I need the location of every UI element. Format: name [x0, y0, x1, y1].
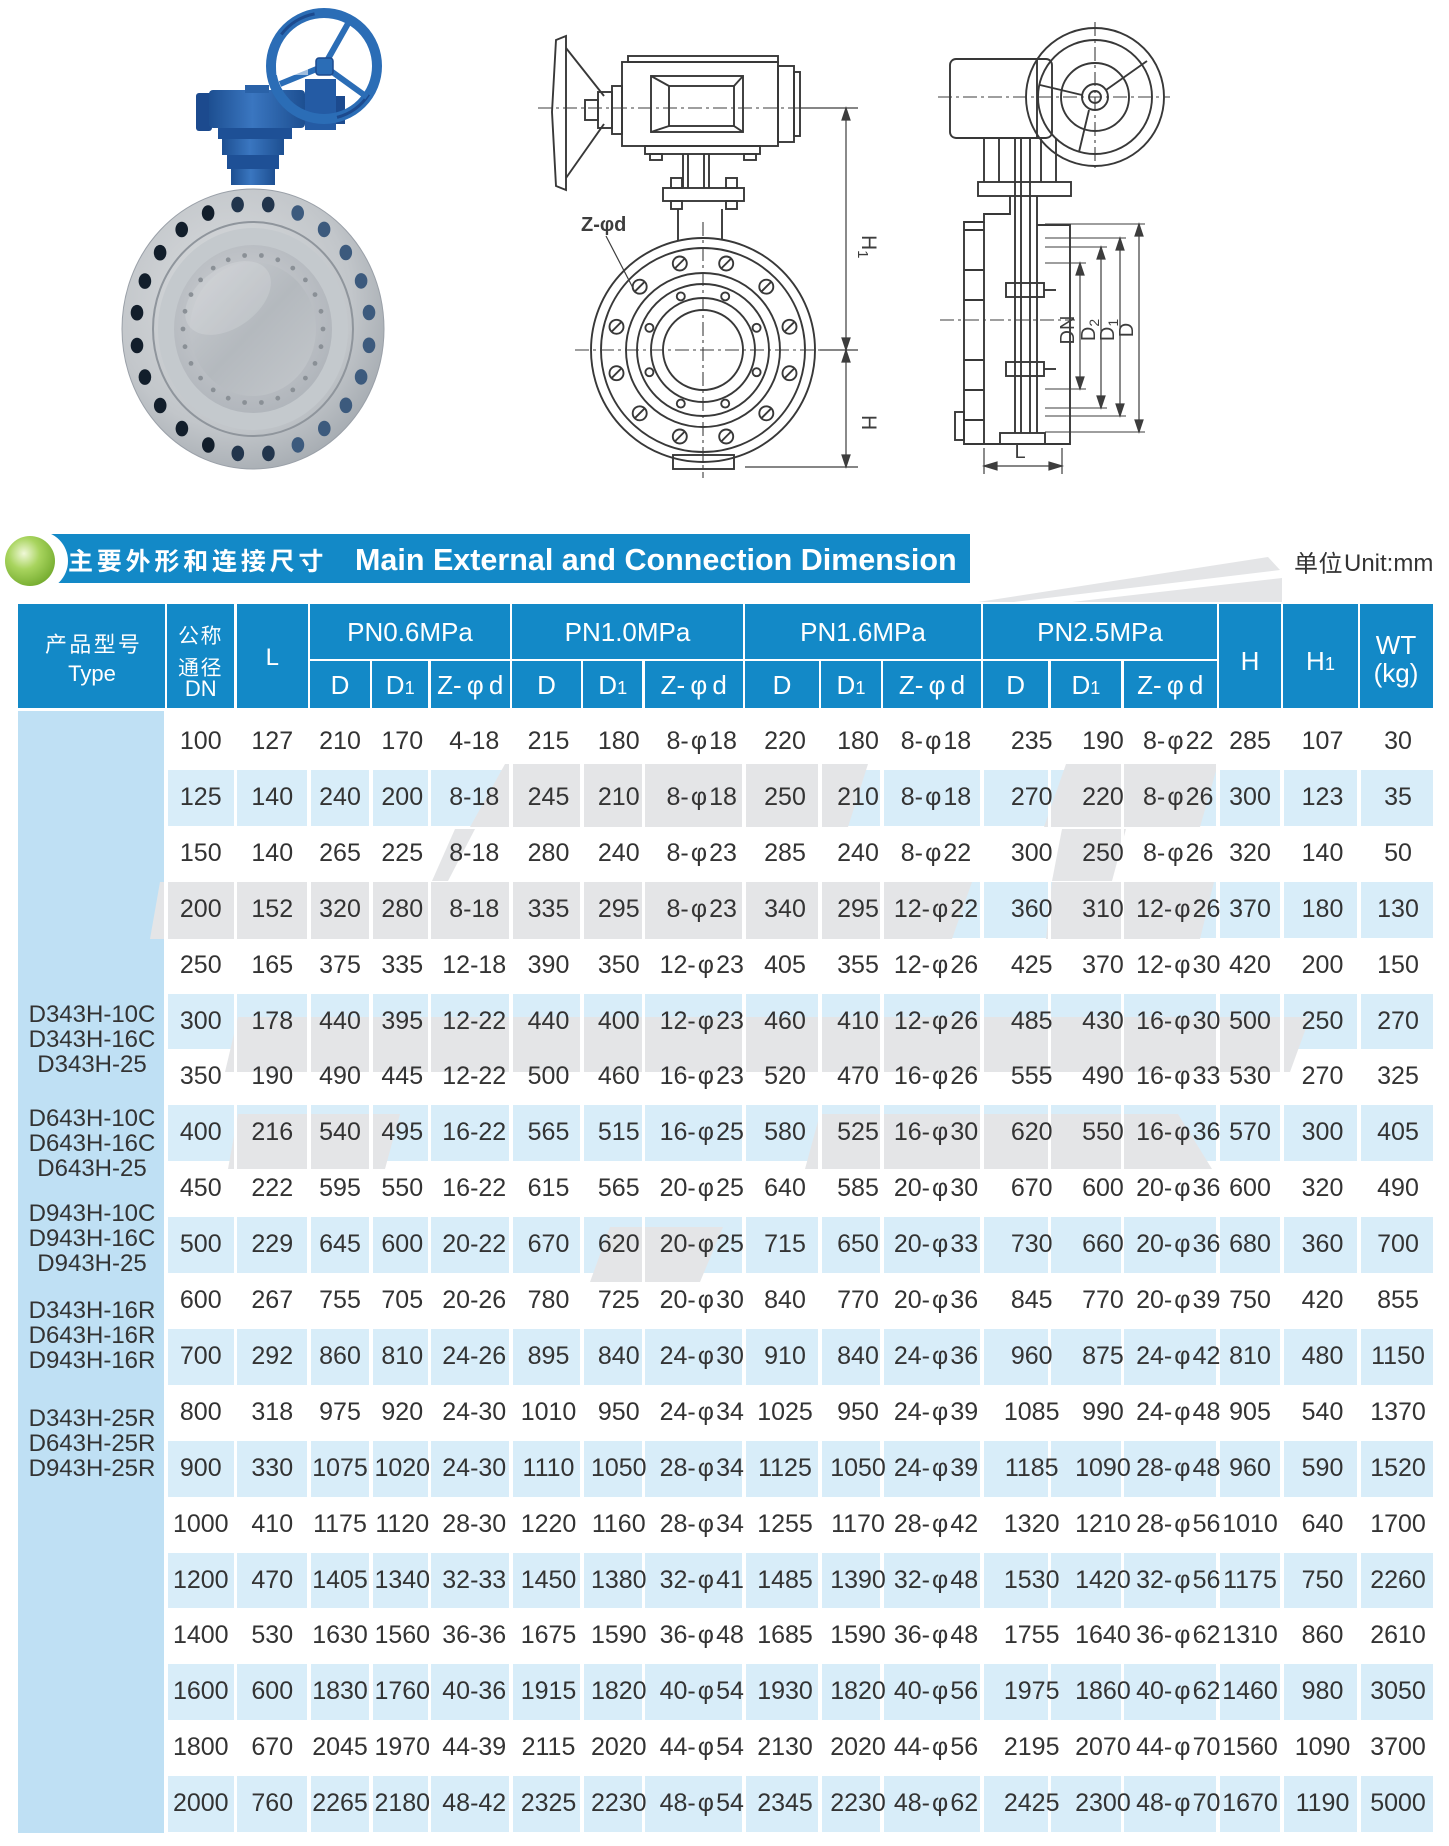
- svg-text:L: L: [1014, 441, 1025, 463]
- svg-text:Z-φd: Z-φd: [581, 214, 626, 236]
- svg-text:H: H: [857, 415, 880, 430]
- svg-text:Unit:mm: Unit:mm: [1344, 550, 1433, 577]
- svg-text:D: D: [1116, 323, 1138, 337]
- svg-text:DN: DN: [1057, 316, 1079, 345]
- svg-text:H1: H1: [854, 235, 880, 259]
